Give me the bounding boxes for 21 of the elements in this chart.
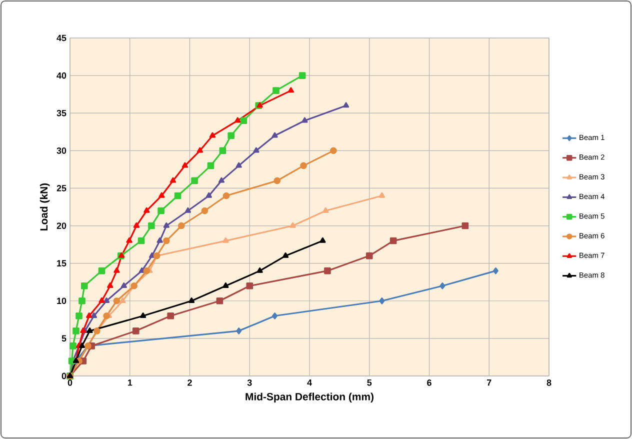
x-tick-label: 0 xyxy=(68,380,72,386)
y-tick-label: 15 xyxy=(57,260,66,266)
y-tick-label: 20 xyxy=(56,222,66,229)
x-tick-label: 1 xyxy=(128,380,132,386)
y-tick-label: 35 xyxy=(56,110,66,116)
x-tick-label: 2 xyxy=(188,380,192,386)
x-tick-label: 3 xyxy=(247,380,252,386)
y-tick-label: 40 xyxy=(56,72,66,79)
y-tick-label: 45 xyxy=(56,34,66,42)
y-axis-title: Load (kN) xyxy=(40,183,50,230)
x-tick-label: 7 xyxy=(487,380,492,386)
y-tick-label: 25 xyxy=(56,185,66,192)
y-tick-label: 30 xyxy=(56,147,66,154)
y-tick-label: 10 xyxy=(57,298,66,304)
x-tick-label: 5 xyxy=(367,380,372,386)
y-tick-label: 0 xyxy=(62,372,66,380)
x-tick-label: 6 xyxy=(427,380,432,386)
y-tick-label: 5 xyxy=(62,335,66,342)
x-tick-label: 4 xyxy=(307,380,312,386)
x-tick-label: 8 xyxy=(546,380,552,386)
x-axis-title: Mid-Span Deflection (mm) xyxy=(246,392,374,402)
